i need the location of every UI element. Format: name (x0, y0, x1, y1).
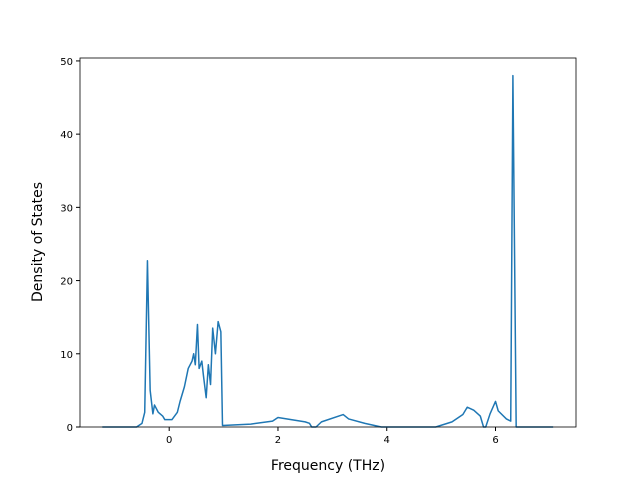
y-tick-label: 20 (60, 277, 73, 288)
y-tick-label: 50 (60, 57, 73, 68)
y-tick-label: 0 (67, 423, 73, 434)
y-tick-label: 10 (60, 350, 73, 361)
y-tick-label: 30 (60, 203, 73, 214)
x-tick-label: 4 (384, 435, 390, 446)
line-series (102, 74, 554, 428)
plot-frame (79, 57, 577, 428)
y-axis-label: Density of States (30, 182, 46, 302)
x-tick-label: 6 (492, 435, 498, 446)
x-tick-label: 2 (275, 435, 281, 446)
x-axis-label: Frequency (THz) (271, 458, 385, 474)
x-tick-label: 0 (166, 435, 172, 446)
y-tick-label: 40 (60, 130, 73, 141)
